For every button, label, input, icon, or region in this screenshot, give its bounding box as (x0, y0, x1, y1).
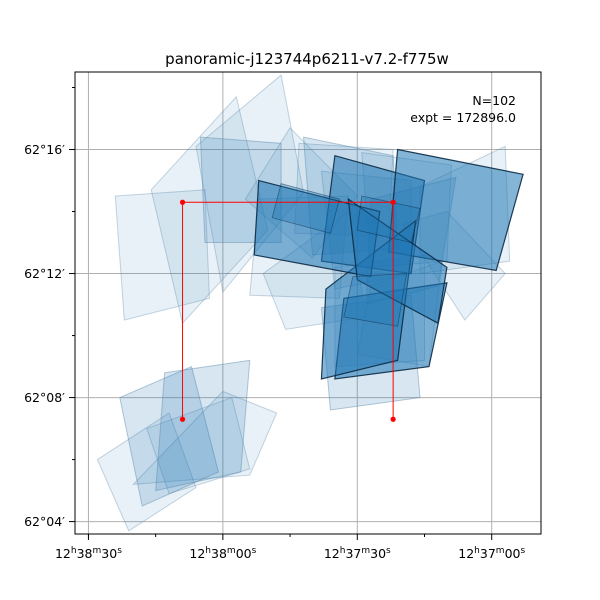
axes-frame (74, 71, 542, 535)
chart-title: panoramic-j123744p6211-v7.2-f775w (165, 50, 449, 68)
y-tick-label-0: 62°04′ (24, 514, 65, 529)
x-tick-label-0: 12h38m30s (55, 546, 122, 561)
footprint-light-11 (131, 390, 278, 485)
footprint-light-2 (114, 189, 210, 321)
red-pointing-path (179, 199, 396, 422)
footprint-strong-1 (356, 195, 421, 244)
red-path-point-1 (179, 199, 186, 205)
annotation-exposure: expt = 172896.0 (410, 110, 516, 125)
y-tick-label-1: 62°08′ (24, 390, 65, 405)
footprint-mid-3 (119, 365, 219, 507)
footprint-dark-5 (347, 197, 448, 325)
footprint-mid-4 (155, 359, 251, 492)
plot-area (75, 72, 541, 534)
footprint-light-10 (96, 412, 197, 532)
x-tick-label-2: 12h37m30s (324, 546, 391, 561)
red-path-point-3 (390, 416, 396, 422)
y-tick-label-2: 62°12′ (24, 266, 65, 281)
red-path-point-2 (390, 199, 396, 205)
footprint-strong-2 (343, 273, 408, 327)
footprint-light-12 (146, 396, 251, 495)
axis-ticks (69, 87, 493, 540)
footprint-strong-0 (271, 183, 340, 234)
red-path-point-0 (179, 416, 186, 422)
y-tick-labels: 62°04′ 62°08′ 62°12′ 62°16′ (24, 142, 65, 529)
red-path-line (182, 201, 394, 420)
footprints-strong (271, 183, 421, 327)
y-tick-label-3: 62°16′ (24, 142, 65, 157)
annotation-count: N=102 (472, 93, 516, 108)
footprints-dark (253, 148, 524, 380)
footprint-dark-1 (388, 148, 524, 272)
x-tick-labels: 12h38m30s 12h38m00s 12h37m30s 12h37m00s (55, 546, 525, 561)
x-tick-label-3: 12h37m00s (458, 546, 525, 561)
x-tick-label-1: 12h38m00s (189, 546, 256, 561)
